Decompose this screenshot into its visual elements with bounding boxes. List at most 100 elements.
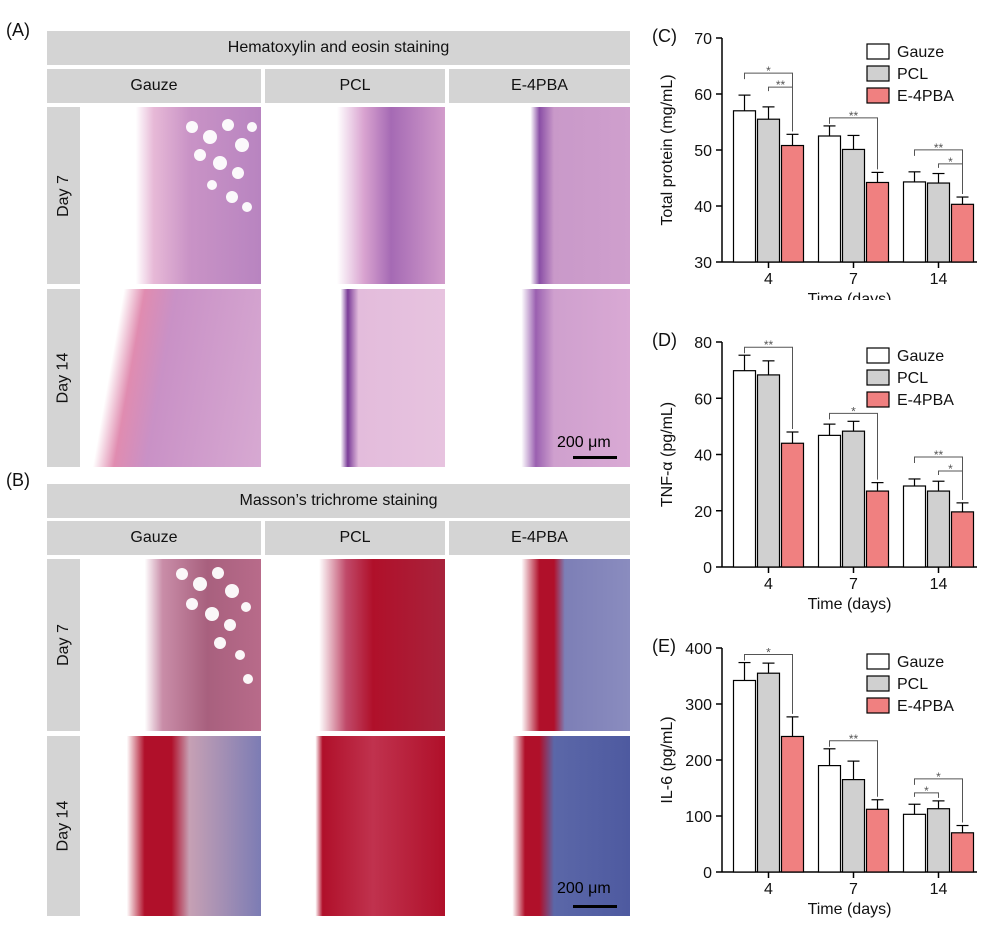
legend-label: E-4PBA: [897, 698, 954, 715]
panel-b-col-pcl: PCL: [265, 521, 445, 555]
y-tick-label: 0: [703, 865, 712, 882]
legend-swatch: [866, 65, 890, 82]
x-tick-label: 14: [930, 271, 948, 288]
bar: [926, 490, 951, 568]
bar: [926, 808, 951, 873]
x-tick-label: 14: [930, 881, 948, 898]
bar: [926, 182, 951, 263]
y-tick-label: 300: [685, 697, 712, 714]
significance-bracket: [768, 86, 793, 132]
bar: [950, 203, 975, 263]
y-tick-label: 60: [694, 87, 712, 104]
bar: [732, 370, 757, 568]
x-tick-label: 7: [849, 271, 858, 288]
significance-label: *: [924, 784, 929, 798]
significance-bracket: [829, 117, 878, 170]
bar: [817, 765, 842, 873]
bar: [780, 442, 805, 568]
bar: [902, 181, 927, 263]
bar: [865, 490, 890, 568]
bar: [817, 434, 842, 568]
significance-label: *: [851, 404, 856, 418]
micrograph-mt-e4pba-day14: [449, 736, 630, 916]
panel-b-col-gauze: Gauze: [47, 521, 261, 555]
y-tick-label: 0: [703, 560, 712, 577]
significance-label: *: [766, 64, 771, 78]
y-axis-label: TNF-α (pg/mL): [659, 402, 676, 507]
chart-e-il6: (E) 0 100 200 300 400 IL-6 (pg/mL) 4 7 14 Time (da…: [652, 636, 977, 918]
bar: [756, 672, 781, 873]
legend-swatch: [866, 675, 890, 692]
legend-label: E-4PBA: [897, 392, 954, 409]
chart-d-tnf-alpha: (D) 0 20 40 60 80 TNF-α (pg/mL) 4 7 14 Time (days)…: [652, 330, 977, 613]
y-tick-label: 60: [694, 391, 712, 408]
y-axis-label: Total protein (mg/mL): [659, 74, 676, 225]
legend-swatch: [866, 87, 890, 104]
micrograph-mt-pcl-day7: [265, 559, 445, 731]
panel-a-col-e4pba: E-4PBA: [449, 69, 630, 103]
x-tick-label: 4: [764, 881, 773, 898]
y-tick-label: 50: [694, 143, 712, 160]
legend-label: Gauze: [897, 348, 944, 365]
bar: [865, 181, 890, 263]
micrograph-he-e4pba-day7: [449, 107, 630, 284]
bar: [732, 110, 757, 263]
bar: [817, 135, 842, 263]
micrograph-mt-gauze-day7: [82, 559, 261, 731]
significance-label: *: [936, 770, 941, 784]
panel-b-title: Masson’s trichrome staining: [47, 484, 630, 518]
significance-label: **: [934, 141, 944, 155]
significance-label: *: [948, 155, 953, 169]
x-axis-label: Time (days): [808, 291, 892, 300]
legend-swatch: [866, 369, 890, 386]
significance-bracket: [938, 163, 963, 195]
x-tick-label: 7: [849, 576, 858, 593]
bar: [780, 144, 805, 263]
significance-label: **: [764, 338, 774, 352]
legend-label: PCL: [897, 370, 928, 387]
micrograph-mt-pcl-day14: [265, 736, 445, 916]
y-tick-label: 40: [694, 199, 712, 216]
x-axis-label: Time (days): [808, 596, 892, 613]
significance-bracket: [938, 470, 963, 500]
legend-swatch: [866, 653, 890, 670]
tissue-texture: [176, 567, 253, 684]
chart-letter: (D): [652, 330, 677, 350]
significance-label: **: [849, 109, 859, 123]
bar: [950, 511, 975, 568]
legend-label: PCL: [897, 66, 928, 83]
legend-swatch: [866, 697, 890, 714]
panel-a-scale-label: 200 μm: [557, 434, 611, 451]
micrograph-mt-gauze-day14: [82, 736, 261, 916]
micrograph-he-gauze-day7: [82, 107, 261, 284]
legend-label: Gauze: [897, 44, 944, 61]
significance-label: *: [948, 462, 953, 476]
legend-swatch: [866, 391, 890, 408]
significance-bracket: [744, 346, 793, 429]
x-tick-label: 7: [849, 881, 858, 898]
micrograph-he-gauze-day14: [82, 289, 261, 467]
legend-swatch: [866, 43, 890, 60]
bar: [841, 430, 866, 568]
micrograph-he-e4pba-day14: [449, 289, 630, 467]
bar: [732, 679, 757, 873]
micrograph-mt-e4pba-day7: [449, 559, 630, 731]
y-tick-label: 30: [694, 255, 712, 272]
x-tick-label: 4: [764, 271, 773, 288]
significance-bracket: [829, 740, 878, 797]
y-axis-label: IL-6 (pg/mL): [659, 716, 676, 803]
y-tick-label: 40: [694, 448, 712, 465]
significance-bracket: [744, 654, 793, 714]
significance-label: **: [934, 448, 944, 462]
bar: [902, 485, 927, 568]
panel-b-row-day7: Day 7: [47, 559, 80, 731]
x-axis-label: Time (days): [808, 901, 892, 918]
significance-bracket: [829, 412, 878, 480]
legend-label: E-4PBA: [897, 88, 954, 105]
legend-label: PCL: [897, 676, 928, 693]
tissue-texture: [186, 119, 257, 212]
bar: [756, 118, 781, 263]
panel-b-col-e4pba: E-4PBA: [449, 521, 630, 555]
bar: [865, 808, 890, 873]
panel-a-row-day14: Day 14: [47, 289, 80, 467]
